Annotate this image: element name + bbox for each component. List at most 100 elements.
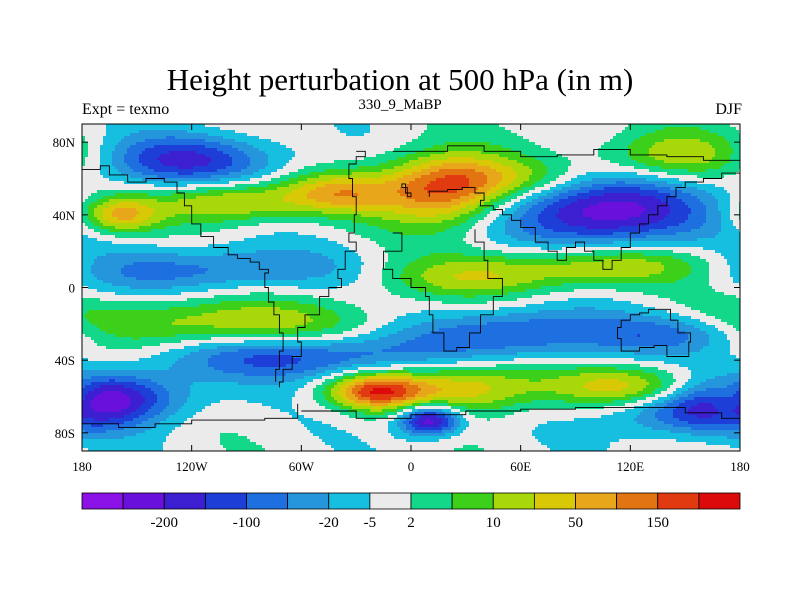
field-cell <box>607 130 611 134</box>
field-cell <box>601 151 605 155</box>
field-cell <box>88 157 92 161</box>
field-cell <box>478 127 482 131</box>
field-cell <box>397 145 401 149</box>
field-cell <box>598 151 602 155</box>
field-cell <box>163 136 167 140</box>
field-cell <box>418 142 422 146</box>
field-cell <box>121 127 125 131</box>
field-cell <box>343 136 347 140</box>
field-cell <box>322 145 326 149</box>
field-cell <box>256 151 260 155</box>
field-cell <box>184 130 188 134</box>
field-cell <box>574 139 578 143</box>
field-cell <box>619 127 623 131</box>
field-cell <box>631 130 635 134</box>
field-cell <box>571 136 575 140</box>
field-cell <box>265 142 269 146</box>
field-cell <box>280 127 284 131</box>
field-cell <box>268 154 272 158</box>
field-cell <box>175 154 179 158</box>
field-cell <box>370 139 374 143</box>
field-cell <box>730 148 734 152</box>
field-cell <box>130 124 134 128</box>
field-cell <box>556 151 560 155</box>
field-cell <box>274 151 278 155</box>
field-cell <box>604 154 608 158</box>
field-cell <box>169 124 173 128</box>
field-cell <box>151 133 155 137</box>
field-cell <box>88 154 92 158</box>
field-cell <box>595 151 599 155</box>
field-cell <box>181 127 185 131</box>
field-cell <box>403 154 407 158</box>
field-cell <box>151 145 155 149</box>
field-cell <box>253 154 257 158</box>
field-cell <box>550 133 554 137</box>
field-cell <box>316 142 320 146</box>
field-cell <box>370 127 374 131</box>
field-cell <box>412 139 416 143</box>
field-cell <box>550 124 554 128</box>
field-cell <box>160 151 164 155</box>
field-cell <box>262 145 266 149</box>
field-cell <box>559 145 563 149</box>
field-cell <box>148 157 152 161</box>
field-cell <box>238 139 242 143</box>
field-cell <box>289 124 293 128</box>
field-cell <box>718 151 722 155</box>
field-cell <box>274 133 278 137</box>
field-cell <box>319 130 323 134</box>
field-cell <box>289 145 293 149</box>
field-cell <box>133 133 137 137</box>
field-cell <box>424 130 428 134</box>
field-cell <box>145 148 149 152</box>
field-cell <box>322 154 326 158</box>
field-cell <box>664 145 668 149</box>
field-cell <box>403 124 407 128</box>
field-cell <box>133 148 137 152</box>
field-cell <box>205 151 209 155</box>
field-cell <box>166 139 170 143</box>
field-cell <box>163 145 167 149</box>
field-cell <box>682 148 686 152</box>
field-cell <box>166 127 170 131</box>
field-cell <box>130 154 134 158</box>
field-cell <box>697 148 701 152</box>
field-cell <box>148 124 152 128</box>
field-cell <box>187 157 191 161</box>
field-cell <box>226 139 230 143</box>
field-cell <box>697 142 701 146</box>
field-cell <box>688 127 692 131</box>
field-cell <box>664 142 668 146</box>
field-cell <box>544 142 548 146</box>
field-cell <box>208 127 212 131</box>
field-cell <box>172 148 176 152</box>
field-cell <box>148 142 152 146</box>
field-cell <box>181 148 185 152</box>
field-cell <box>691 124 695 128</box>
field-cell <box>154 130 158 134</box>
field-cell <box>250 151 254 155</box>
field-cell <box>100 127 104 131</box>
field-cell <box>400 124 404 128</box>
field-cell <box>457 130 461 134</box>
field-cell <box>580 130 584 134</box>
field-cell <box>649 133 653 137</box>
field-cell <box>562 151 566 155</box>
field-cell <box>643 145 647 149</box>
field-cell <box>553 148 557 152</box>
field-cell <box>694 145 698 149</box>
field-cell <box>466 130 470 134</box>
field-cell <box>166 157 170 161</box>
field-cell <box>568 151 572 155</box>
field-cell <box>100 139 104 143</box>
field-cell <box>736 151 740 155</box>
field-cell <box>559 142 563 146</box>
field-cell <box>304 124 308 128</box>
field-cell <box>718 142 722 146</box>
field-cell <box>226 151 230 155</box>
field-cell <box>385 145 389 149</box>
field-cell <box>355 130 359 134</box>
field-cell <box>463 127 467 131</box>
field-cell <box>433 142 437 146</box>
